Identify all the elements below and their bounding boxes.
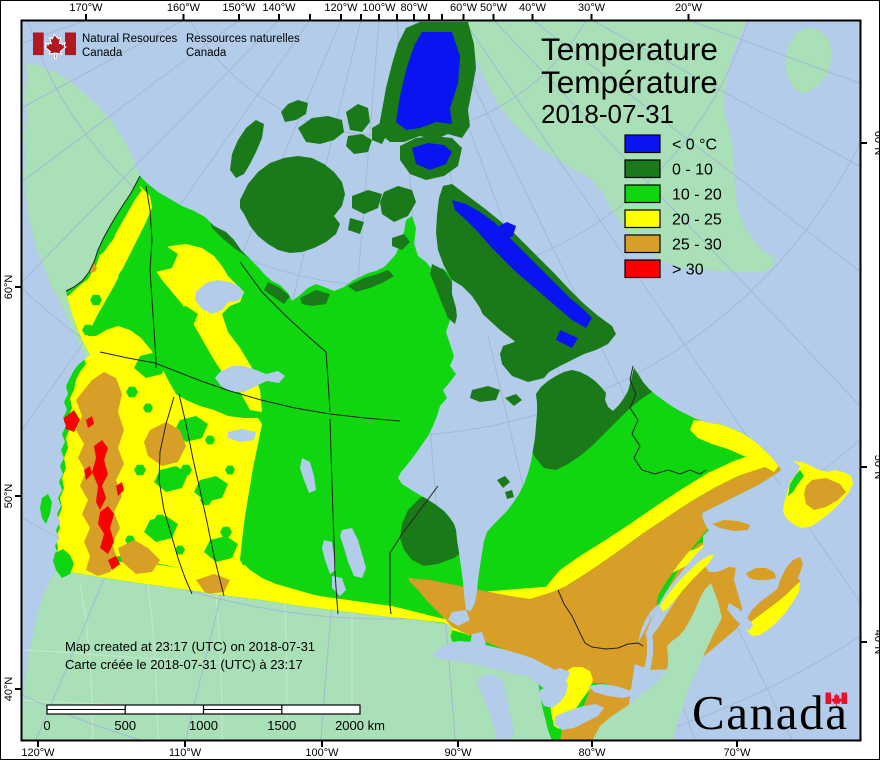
svg-text:Natural Resources: Natural Resources [82, 33, 177, 45]
svg-text:50°W: 50°W [480, 2, 508, 14]
svg-text:60°N: 60°N [3, 275, 15, 300]
svg-text:Canada: Canada [82, 47, 123, 59]
svg-text:Canada: Canada [186, 47, 227, 59]
svg-text:Map created at 23:17 (UTC) on: Map created at 23:17 (UTC) on 2018-07-31 [65, 639, 315, 654]
svg-text:70°W: 70°W [723, 747, 751, 759]
svg-text:Temperature: Temperature [541, 31, 718, 67]
svg-text:0 - 10: 0 - 10 [672, 162, 713, 179]
svg-text:100°W: 100°W [362, 2, 396, 14]
svg-text:1500: 1500 [267, 718, 296, 733]
svg-text:< 0 °C: < 0 °C [672, 137, 717, 154]
svg-text:10 - 20: 10 - 20 [672, 187, 722, 204]
svg-text:30°W: 30°W [578, 2, 606, 14]
svg-text:110°W: 110°W [169, 747, 202, 759]
svg-text:40°N: 40°N [3, 677, 15, 702]
svg-text:50°N: 50°N [3, 484, 15, 509]
svg-text:80°W: 80°W [578, 747, 606, 759]
svg-text:1000: 1000 [189, 718, 218, 733]
svg-text:2018-07-31: 2018-07-31 [541, 99, 674, 129]
svg-text:40°W: 40°W [519, 2, 547, 14]
svg-text:60°W: 60°W [450, 2, 478, 14]
svg-text:Ressources naturelles: Ressources naturelles [186, 33, 300, 45]
svg-text:40°N: 40°N [872, 630, 880, 655]
svg-text:Température: Température [541, 64, 718, 100]
svg-text:160°W: 160°W [167, 2, 201, 14]
svg-text:150°W: 150°W [222, 2, 256, 14]
svg-text:50°N: 50°N [872, 455, 880, 480]
svg-text:100°W: 100°W [305, 747, 339, 759]
svg-text:Canada: Canada [692, 685, 847, 740]
svg-text:500: 500 [114, 718, 136, 733]
svg-text:2000 km: 2000 km [335, 718, 385, 733]
svg-text:140°W: 140°W [262, 2, 296, 14]
svg-text:20 - 25: 20 - 25 [672, 212, 722, 229]
svg-text:> 30: > 30 [672, 262, 704, 279]
svg-text:120°W: 120°W [21, 747, 55, 759]
svg-text:80°W: 80°W [400, 2, 428, 14]
svg-text:170°W: 170°W [69, 2, 103, 14]
svg-text:0: 0 [43, 718, 50, 733]
svg-text:60°N: 60°N [872, 131, 880, 156]
svg-text:20°W: 20°W [675, 2, 703, 14]
svg-text:Carte créée le 2018-07-31 (UTC: Carte créée le 2018-07-31 (UTC) à 23:17 [65, 657, 303, 672]
svg-text:90°W: 90°W [444, 747, 472, 759]
svg-text:25 - 30: 25 - 30 [672, 237, 722, 254]
svg-text:120°W: 120°W [324, 2, 358, 14]
